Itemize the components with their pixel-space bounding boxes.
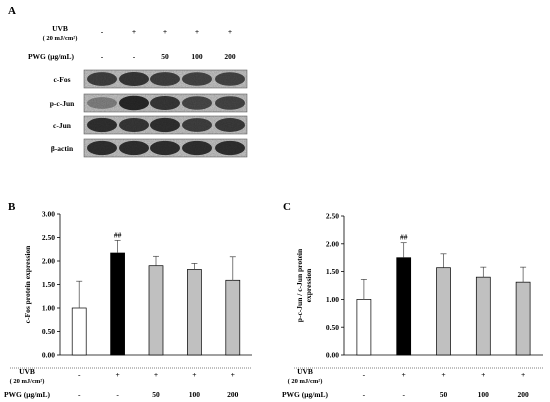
condition-label-uvb: UVB [19, 367, 35, 376]
condition-value: + [441, 370, 445, 379]
condition-label-uvb: UVB [52, 24, 68, 33]
blot-strip [83, 69, 248, 89]
bar [396, 257, 412, 356]
condition-value: + [163, 27, 167, 36]
y-tick-label: 0.50 [42, 327, 55, 336]
blot-strip [83, 115, 248, 135]
condition-value: - [133, 52, 136, 61]
bar [436, 267, 451, 356]
condition-value: + [132, 27, 136, 36]
blot-texture [84, 94, 247, 112]
condition-label-pwg: PWG (μg/mL) [28, 52, 75, 61]
blot-texture [84, 116, 247, 134]
y-tick-label: 2.50 [326, 212, 339, 221]
panel-b-label: B [8, 201, 16, 213]
y-tick-label: 0.50 [326, 323, 339, 332]
blot-label: β-actin [51, 144, 74, 153]
y-tick-label: 1.50 [42, 280, 55, 289]
panel-a-label: A [8, 5, 16, 17]
condition-value: + [154, 370, 158, 379]
blot-label: c-Jun [53, 121, 72, 130]
condition-value: 100 [189, 390, 201, 399]
condition-value: - [363, 370, 366, 379]
bar [148, 265, 164, 356]
condition-value: 200 [517, 390, 529, 399]
panel-a-blots: c-Fos p-c-Jun c-Jun β-actin [50, 69, 248, 158]
condition-value: + [228, 27, 232, 36]
condition-value: + [481, 370, 485, 379]
chart-b-c-fos: 0.00 0.50 1.00 1.50 2.00 2.50 3.00 c-Fos protei… [4, 210, 252, 399]
panel-c-label: C [283, 201, 291, 213]
bar [225, 279, 241, 356]
y-tick-label: 0.00 [42, 351, 55, 360]
condition-value: 50 [161, 52, 169, 61]
y-axis-label: expression [304, 268, 313, 302]
condition-value: 50 [440, 390, 448, 399]
y-axis-label: c-Fos protein expression [23, 245, 32, 323]
condition-value: 50 [152, 390, 160, 399]
condition-value: + [231, 370, 235, 379]
blot-label: p-c-Jun [50, 99, 75, 108]
y-axis-label: p-c-Jun / c-Jun protein [295, 248, 304, 322]
condition-value: - [101, 27, 104, 36]
panel-a-western-blot: A UVB ( 20 mJ/cm²) - + + + + PWG (μg/mL) - - 50 100… [8, 5, 248, 158]
condition-sub-uvb: ( 20 mJ/cm²) [288, 378, 323, 385]
condition-label-pwg: PWG (μg/mL) [282, 390, 329, 399]
y-tick-label: 1.00 [42, 304, 55, 313]
condition-value: + [521, 370, 525, 379]
blot-strip [83, 93, 248, 113]
y-tick-label: 1.50 [326, 267, 339, 276]
blot-strip [83, 138, 248, 158]
blot-texture [84, 139, 247, 157]
condition-value: - [78, 390, 81, 399]
y-tick-label: 2.00 [326, 239, 339, 248]
y-tick-label: 1.00 [326, 295, 339, 304]
condition-value: + [115, 370, 119, 379]
bar [356, 299, 372, 356]
condition-value: - [116, 390, 119, 399]
condition-value: 100 [191, 52, 203, 61]
y-tick-label: 2.50 [42, 233, 55, 242]
condition-sub-uvb: ( 20 mJ/cm²) [43, 35, 78, 42]
condition-value: - [101, 52, 104, 61]
bar [71, 307, 87, 356]
condition-value: + [402, 370, 406, 379]
condition-value: - [363, 390, 366, 399]
bar [515, 281, 531, 356]
condition-value: + [192, 370, 196, 379]
condition-value: 200 [227, 390, 239, 399]
condition-label-pwg: PWG (μg/mL) [4, 390, 51, 399]
y-tick-label: 0.00 [326, 351, 339, 360]
bar [187, 269, 202, 356]
condition-value: 200 [224, 52, 236, 61]
significance-mark: ## [400, 233, 408, 242]
blot-texture [84, 70, 247, 88]
condition-value: - [78, 370, 81, 379]
y-tick-label: 3.00 [42, 210, 55, 219]
blot-label: c-Fos [53, 75, 70, 84]
bar [110, 252, 125, 356]
significance-mark: ## [114, 230, 122, 239]
y-tick-label: 2.00 [42, 257, 55, 266]
panel-a-conditions: UVB ( 20 mJ/cm²) - + + + + PWG (μg/mL) - - 50 100 20… [28, 24, 236, 61]
condition-value: 100 [478, 390, 490, 399]
condition-label-uvb: UVB [297, 367, 313, 376]
bar [475, 276, 491, 356]
chart-c-p-c-jun-ratio: 0.00 0.50 1.00 1.50 2.00 2.50 p-c-Jun / c-Jun … [282, 212, 543, 399]
condition-value: - [402, 390, 405, 399]
condition-value: + [195, 27, 199, 36]
condition-sub-uvb: ( 20 mJ/cm²) [10, 378, 45, 385]
